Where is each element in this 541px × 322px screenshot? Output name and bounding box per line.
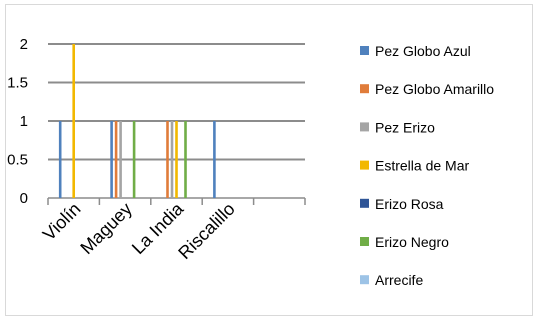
legend-swatch (360, 46, 369, 55)
y-tick-label: 1 (20, 113, 28, 130)
legend-label: Erizo Rosa (375, 196, 444, 212)
y-tick-label: 2 (20, 36, 28, 53)
legend-swatch (360, 198, 369, 208)
legend-label: Pez Globo Amarillo (375, 81, 494, 97)
legend-label: Estrella de Mar (375, 158, 469, 174)
legend-label: Erizo Negro (375, 234, 449, 250)
bar (184, 121, 187, 198)
bar (72, 44, 75, 198)
legend-swatch (360, 275, 369, 285)
x-tick-label: Riscalillo (174, 199, 238, 263)
legend-swatch (360, 237, 369, 246)
x-tick-label: Violín (39, 199, 85, 245)
y-tick-label: 1.5 (7, 75, 28, 92)
bar (166, 121, 169, 198)
y-axis-ticks: 0 0.5 1 1.5 2 (7, 36, 28, 207)
legend-swatch (360, 160, 369, 170)
y-tick-label: 0.5 (7, 152, 28, 169)
legend: Pez Globo Azul Pez Globo Amarillo Pez Eriz… (360, 43, 494, 288)
x-tick-label: Maguey (76, 199, 135, 258)
legend-swatch (360, 84, 369, 94)
bars (58, 44, 216, 198)
bar (170, 121, 174, 198)
bar (119, 121, 122, 198)
bar (114, 121, 118, 198)
legend-label: Pez Erizo (375, 119, 435, 135)
bar (175, 121, 178, 198)
legend-swatch (360, 122, 369, 132)
bar (132, 121, 136, 198)
legend-label: Pez Globo Azul (375, 43, 471, 59)
y-tick-label: 0 (20, 190, 28, 207)
legend-label: Arrecife (375, 272, 423, 288)
bar (110, 121, 113, 198)
bar (213, 121, 216, 198)
bar (58, 121, 62, 198)
